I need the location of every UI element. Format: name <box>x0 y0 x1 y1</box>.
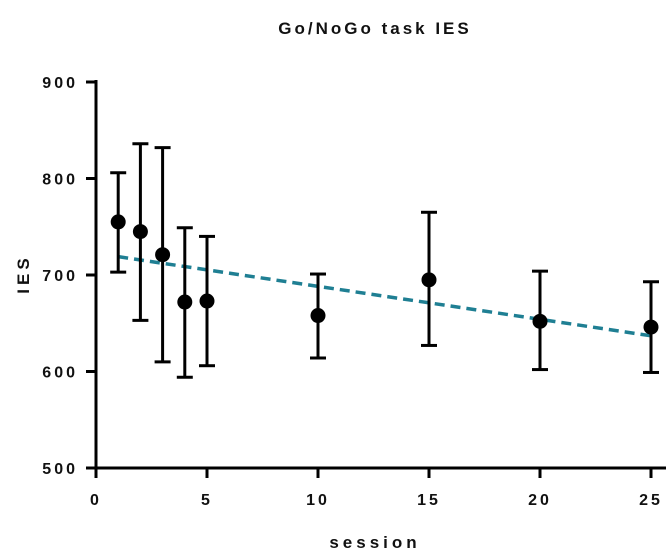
y-tick-label: 600 <box>42 365 78 382</box>
data-point <box>199 293 215 309</box>
data-point <box>110 214 126 230</box>
x-tick-label: 20 <box>528 492 552 509</box>
y-tick-label: 700 <box>42 268 78 285</box>
x-tick-label: 5 <box>201 492 213 509</box>
x-axis-title: session <box>329 533 420 552</box>
data-point <box>532 313 548 329</box>
data-point <box>643 319 659 335</box>
y-axis-title: IES <box>14 254 33 293</box>
data-point <box>177 294 193 310</box>
data-point <box>421 272 437 288</box>
x-tick-label: 0 <box>90 492 102 509</box>
y-tick-label: 900 <box>42 75 78 92</box>
y-tick-label: 500 <box>42 461 78 478</box>
x-tick-label: 25 <box>639 492 663 509</box>
chart-title: Go/NoGo task IES <box>278 19 471 38</box>
x-tick-label: 15 <box>417 492 441 509</box>
data-point <box>310 308 326 324</box>
error-bars <box>110 142 659 379</box>
axes <box>94 80 666 470</box>
y-tick-label: 800 <box>42 172 78 189</box>
y-ticks: 500 600 700 800 900 <box>42 75 96 478</box>
data-point <box>155 247 171 263</box>
x-tick-label: 10 <box>306 492 330 509</box>
trend-line <box>117 254 652 338</box>
x-ticks: 0 5 10 15 20 25 <box>90 468 663 509</box>
data-point <box>132 224 148 240</box>
data-points <box>110 214 659 335</box>
